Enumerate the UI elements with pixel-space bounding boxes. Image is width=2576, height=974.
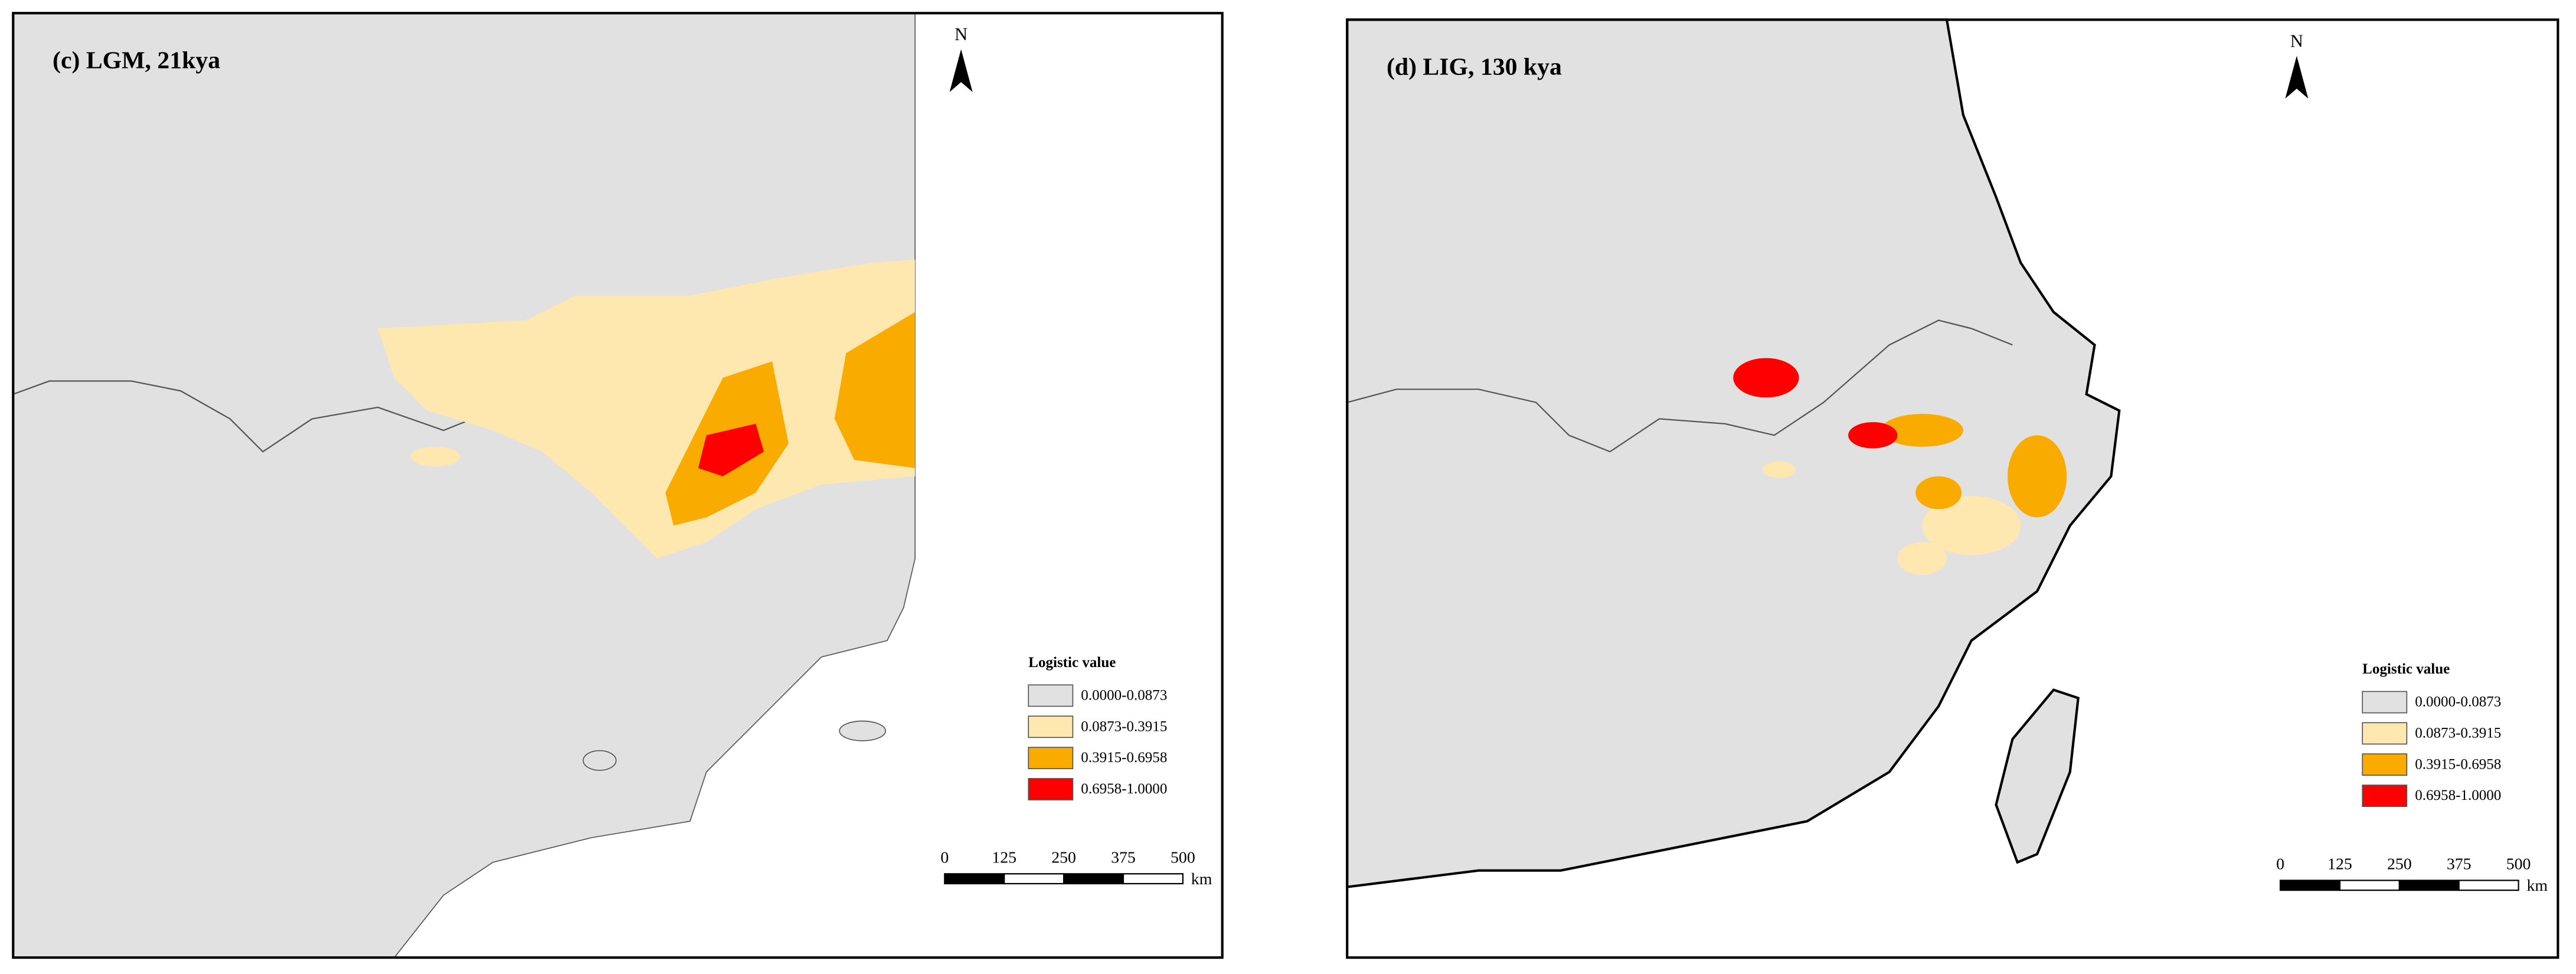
scale-segment xyxy=(944,873,1005,885)
scale-segment xyxy=(1003,873,1065,885)
suitability xyxy=(1897,542,1947,575)
scale-label: 125 xyxy=(2327,855,2352,874)
legend-label: 0.0873-0.3915 xyxy=(2415,725,2501,741)
suit-low xyxy=(378,259,916,559)
island xyxy=(839,720,886,741)
suit-low xyxy=(410,446,460,467)
scale-label: 500 xyxy=(1171,849,1195,867)
scale-segment xyxy=(2458,880,2519,891)
suitability xyxy=(1763,461,1796,478)
scale-label: 375 xyxy=(1111,849,1136,867)
scale-label: 375 xyxy=(2447,855,2472,874)
panel-title: (d) LIG, 130 kya xyxy=(1387,53,1562,80)
north-label: N xyxy=(954,24,967,44)
panel-frame xyxy=(12,12,1224,959)
legend-swatch xyxy=(2362,691,2408,714)
legend-title: Logistic value xyxy=(1028,655,1116,671)
scale-segment xyxy=(1122,873,1184,885)
legend-label: 0.3915-0.6958 xyxy=(2415,756,2501,772)
panel-title: (c) LGM, 21kya xyxy=(53,47,220,74)
suitability xyxy=(1881,414,1963,447)
suitability xyxy=(1915,476,1962,509)
scale-unit: km xyxy=(1191,870,1212,888)
scale-segment xyxy=(1063,873,1124,885)
suitability xyxy=(2008,435,2067,518)
land xyxy=(1346,18,2121,888)
suitability xyxy=(1922,496,2021,555)
legend-swatch xyxy=(1028,684,1074,707)
suit-high xyxy=(698,423,764,476)
legend-swatch xyxy=(2362,785,2408,808)
legend-label: 0.6958-1.0000 xyxy=(2415,787,2501,803)
map-c xyxy=(12,12,1223,959)
scale-label: 250 xyxy=(1051,849,1076,867)
legend-label: 0.0000-0.0873 xyxy=(2415,694,2501,710)
land xyxy=(1995,688,2080,864)
legend-swatch xyxy=(2362,722,2408,745)
suitability xyxy=(1848,422,1898,449)
north-arrow xyxy=(2285,55,2309,99)
legend-swatch xyxy=(2362,753,2408,776)
panel-frame xyxy=(1346,18,2559,959)
scale-segment xyxy=(2279,880,2341,891)
scale-label: 0 xyxy=(940,849,949,867)
map-d xyxy=(1346,18,2121,888)
legend-label: 0.0873-0.3915 xyxy=(1081,718,1167,734)
scale-unit: km xyxy=(2527,877,2548,895)
scale-label: 250 xyxy=(2387,855,2412,874)
legend-label: 0.3915-0.6958 xyxy=(1081,750,1167,766)
scale-segment xyxy=(2339,880,2400,891)
scale-label: 125 xyxy=(992,849,1016,867)
suitability xyxy=(1733,358,1799,398)
suit-mid xyxy=(834,312,916,469)
legend-label: 0.6958-1.0000 xyxy=(1081,781,1167,797)
north-label: N xyxy=(2290,31,2303,51)
scale-label: 500 xyxy=(2506,855,2531,874)
scale-label: 0 xyxy=(2276,855,2284,874)
island xyxy=(583,750,617,771)
legend-label: 0.0000-0.0873 xyxy=(1081,688,1167,704)
scale-segment xyxy=(2398,880,2460,891)
legend-swatch xyxy=(1028,715,1074,738)
river xyxy=(1346,319,2013,453)
legend-title: Logistic value xyxy=(2362,661,2450,677)
north-arrow xyxy=(949,49,973,92)
legend-swatch xyxy=(1028,778,1074,800)
legend-swatch xyxy=(1028,747,1074,770)
